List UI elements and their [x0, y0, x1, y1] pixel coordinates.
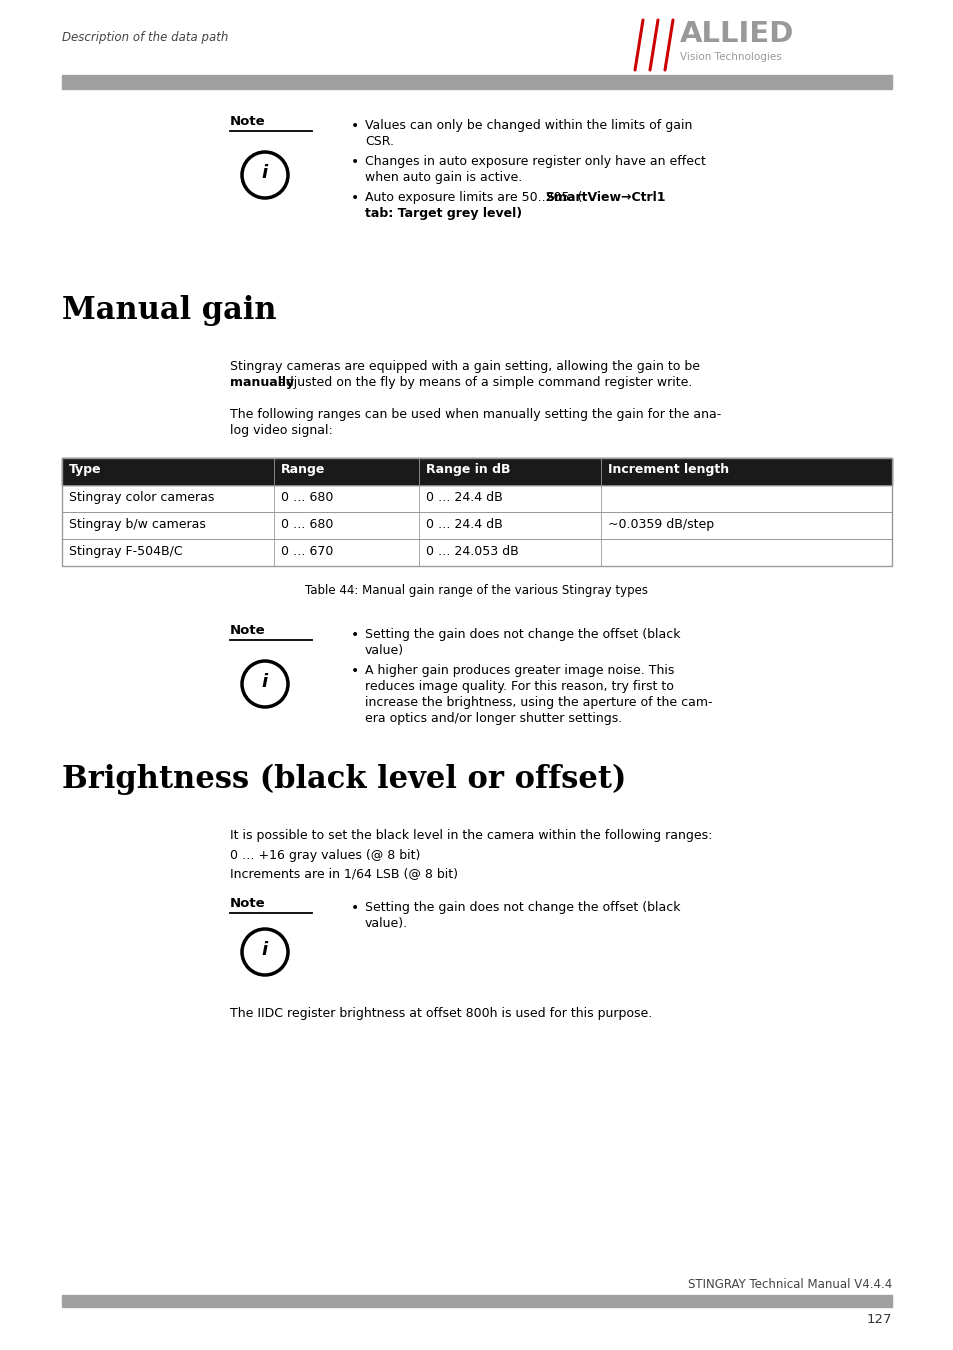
Text: Setting the gain does not change the offset (black: Setting the gain does not change the off…: [365, 900, 679, 914]
Text: The IIDC register brightness at offset 800h is used for this purpose.: The IIDC register brightness at offset 8…: [230, 1007, 652, 1021]
Text: value): value): [365, 644, 404, 657]
Text: The following ranges can be used when manually setting the gain for the ana-: The following ranges can be used when ma…: [230, 408, 720, 421]
Text: 0 … +16 gray values (@ 8 bit): 0 … +16 gray values (@ 8 bit): [230, 849, 420, 863]
Text: 0 … 670: 0 … 670: [280, 545, 333, 558]
Text: Setting the gain does not change the offset (black: Setting the gain does not change the off…: [365, 628, 679, 641]
Text: Stingray color cameras: Stingray color cameras: [69, 491, 214, 504]
Text: •: •: [351, 664, 359, 678]
Text: 127: 127: [865, 1314, 891, 1326]
Text: i: i: [262, 163, 268, 182]
Text: Note: Note: [230, 896, 265, 910]
Bar: [62, 512, 891, 539]
Text: ALLIED: ALLIED: [679, 20, 794, 49]
Text: increase the brightness, using the aperture of the cam-: increase the brightness, using the apert…: [365, 697, 712, 709]
Text: Description of the data path: Description of the data path: [62, 31, 228, 45]
Text: 0 … 680: 0 … 680: [280, 518, 333, 531]
Text: Range: Range: [280, 463, 325, 477]
Text: Increments are in 1/64 LSB (@ 8 bit): Increments are in 1/64 LSB (@ 8 bit): [230, 867, 457, 880]
Text: Table 44: Manual gain range of the various Stingray types: Table 44: Manual gain range of the vario…: [305, 585, 648, 597]
Text: Type: Type: [69, 463, 102, 477]
Text: when auto gain is active.: when auto gain is active.: [365, 171, 521, 184]
Text: log video signal:: log video signal:: [230, 424, 333, 437]
Text: 0 … 680: 0 … 680: [280, 491, 333, 504]
Text: Stingray F-504B/C: Stingray F-504B/C: [69, 545, 182, 558]
Text: Values can only be changed within the limits of gain: Values can only be changed within the li…: [365, 119, 692, 132]
Bar: [62, 539, 891, 566]
Text: Stingray b/w cameras: Stingray b/w cameras: [69, 518, 206, 531]
Text: A higher gain produces greater image noise. This: A higher gain produces greater image noi…: [365, 664, 674, 676]
Text: value).: value).: [365, 917, 408, 930]
Text: Brightness (black level or offset): Brightness (black level or offset): [62, 764, 626, 795]
Text: Stingray cameras are equipped with a gain setting, allowing the gain to be: Stingray cameras are equipped with a gai…: [230, 360, 700, 373]
Text: Range in dB: Range in dB: [425, 463, 510, 477]
Text: manually: manually: [230, 377, 294, 389]
Bar: [62, 1295, 891, 1307]
Text: Auto exposure limits are 50..205. (: Auto exposure limits are 50..205. (: [365, 190, 581, 204]
Text: •: •: [351, 900, 359, 915]
Text: ~0.0359 dB/step: ~0.0359 dB/step: [608, 518, 714, 531]
Bar: [62, 458, 891, 485]
Text: 0 … 24.4 dB: 0 … 24.4 dB: [425, 491, 502, 504]
Text: 0 … 24.053 dB: 0 … 24.053 dB: [425, 545, 518, 558]
Text: •: •: [351, 190, 359, 205]
Text: It is possible to set the black level in the camera within the following ranges:: It is possible to set the black level in…: [230, 829, 712, 842]
Text: era optics and/or longer shutter settings.: era optics and/or longer shutter setting…: [365, 711, 621, 725]
Bar: [62, 485, 891, 512]
Text: i: i: [262, 941, 268, 958]
Bar: [62, 458, 891, 566]
Text: Changes in auto exposure register only have an effect: Changes in auto exposure register only h…: [365, 155, 705, 167]
Text: Vision Technologies: Vision Technologies: [679, 53, 781, 62]
Text: i: i: [262, 674, 268, 691]
Text: •: •: [351, 628, 359, 643]
Text: CSR.: CSR.: [365, 135, 394, 148]
Text: Increment length: Increment length: [608, 463, 729, 477]
Text: •: •: [351, 155, 359, 169]
Bar: [62, 76, 891, 89]
Text: 0 … 24.4 dB: 0 … 24.4 dB: [425, 518, 502, 531]
Text: adjusted on the fly by means of a simple command register write.: adjusted on the fly by means of a simple…: [274, 377, 692, 389]
Text: STINGRAY Technical Manual V4.4.4: STINGRAY Technical Manual V4.4.4: [687, 1278, 891, 1291]
Text: Note: Note: [230, 624, 265, 637]
Text: SmartView→Ctrl1: SmartView→Ctrl1: [545, 190, 665, 204]
Text: reduces image quality. For this reason, try first to: reduces image quality. For this reason, …: [365, 680, 673, 693]
Text: tab: Target grey level): tab: Target grey level): [365, 207, 521, 220]
Text: Manual gain: Manual gain: [62, 296, 276, 325]
Text: •: •: [351, 119, 359, 134]
Text: Note: Note: [230, 115, 265, 128]
